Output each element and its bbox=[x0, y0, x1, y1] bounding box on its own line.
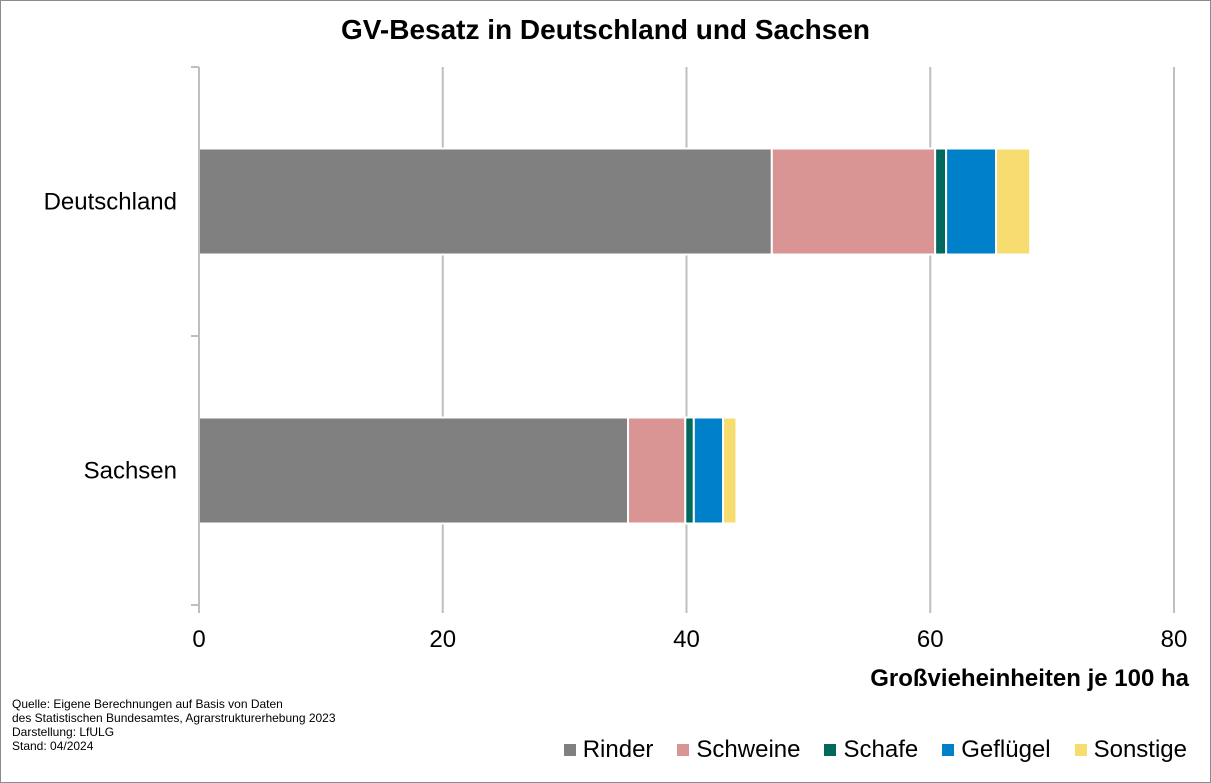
bar-segment bbox=[722, 416, 738, 525]
bar-segment bbox=[198, 416, 629, 525]
bar-segment bbox=[770, 147, 937, 256]
bar-segment bbox=[934, 147, 948, 256]
bar-segment bbox=[945, 147, 998, 256]
source-note-line: des Statistischen Bundesamtes, Agrarstru… bbox=[12, 711, 336, 725]
bar-segment bbox=[692, 416, 725, 525]
bar-segment bbox=[995, 147, 1032, 256]
x-tick-label: 60 bbox=[917, 626, 944, 653]
legend-swatch bbox=[1074, 744, 1087, 756]
bars bbox=[198, 147, 1032, 525]
legend-swatch bbox=[677, 744, 690, 756]
category-label: Deutschland bbox=[44, 189, 177, 216]
legend-label: Schafe bbox=[843, 736, 919, 763]
x-tick-label: 40 bbox=[673, 626, 700, 653]
category-label: Sachsen bbox=[84, 458, 177, 485]
legend-label: Schweine bbox=[696, 736, 801, 763]
x-tick-label: 20 bbox=[429, 626, 456, 653]
bar-segment bbox=[198, 147, 773, 256]
bar-segment bbox=[627, 416, 687, 525]
legend-item: Schweine bbox=[677, 736, 800, 764]
legend-label: Geflügel bbox=[961, 736, 1051, 763]
legend-swatch bbox=[563, 744, 576, 756]
legend-swatch bbox=[942, 744, 955, 756]
x-tick-label: 0 bbox=[192, 626, 205, 653]
legend-item: Sonstige bbox=[1074, 736, 1187, 764]
legend-item: Rinder bbox=[563, 736, 654, 764]
legend-label: Sonstige bbox=[1093, 736, 1187, 763]
source-note-line: Quelle: Eigene Berechnungen auf Basis vo… bbox=[12, 697, 283, 711]
source-note-line: Darstellung: LfULG bbox=[12, 725, 115, 739]
source-note-line: Stand: 04/2024 bbox=[12, 739, 94, 753]
chart-title: GV-Besatz in Deutschland und Sachsen bbox=[340, 14, 870, 45]
bar-segment bbox=[684, 416, 695, 525]
legend-label: Rinder bbox=[582, 736, 654, 763]
legend-item: Geflügel bbox=[942, 736, 1051, 764]
source-note: Quelle: Eigene Berechnungen auf Basis vo… bbox=[12, 697, 336, 753]
legend: Rinder Schweine Schafe Geflügel Sonstige bbox=[563, 736, 1187, 764]
x-tick-label: 80 bbox=[1161, 626, 1188, 653]
legend-swatch bbox=[824, 744, 837, 756]
legend-item: Schafe bbox=[824, 736, 918, 764]
x-axis-title: Großvieheinheiten je 100 ha bbox=[870, 665, 1189, 692]
axes: 0 20 40 60 80 Deutschland Sachsen bbox=[44, 66, 1188, 653]
